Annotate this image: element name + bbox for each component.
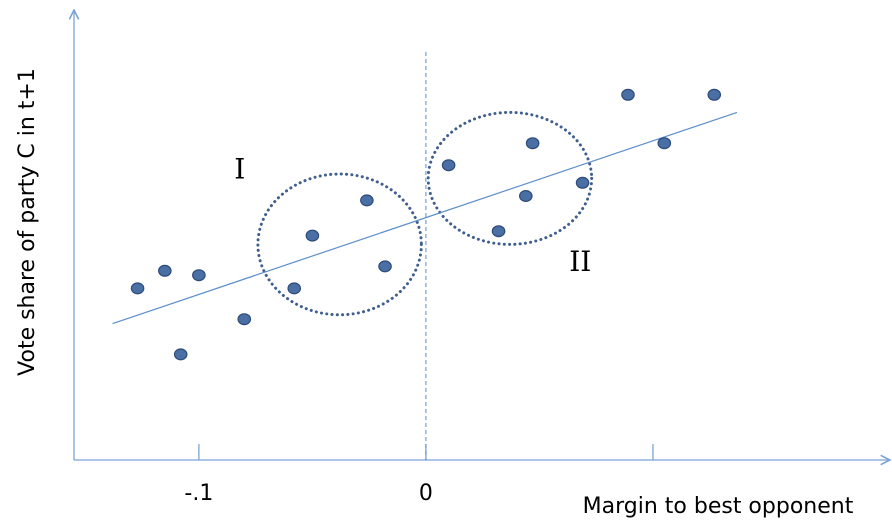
data-point-9 bbox=[378, 260, 392, 273]
y-axis-label: Vote share of party C in t+1 bbox=[15, 68, 40, 376]
x-tick-label-0: -.1 bbox=[184, 481, 213, 506]
data-point-17 bbox=[707, 88, 722, 101]
highlight-regions bbox=[256, 110, 594, 317]
data-point-13 bbox=[525, 137, 540, 150]
data-point-12 bbox=[519, 190, 533, 203]
axes bbox=[74, 10, 890, 460]
data-point-15 bbox=[621, 88, 635, 101]
region-ellipse-1 bbox=[256, 172, 423, 317]
data-point-14 bbox=[575, 176, 590, 189]
region-ellipse-2 bbox=[426, 110, 594, 246]
trend-line bbox=[112, 111, 738, 325]
data-point-5 bbox=[237, 313, 252, 326]
data-point-8 bbox=[360, 194, 374, 207]
data-points bbox=[130, 88, 722, 361]
data-point-11 bbox=[491, 225, 506, 238]
region-label-2: II bbox=[569, 245, 591, 278]
data-point-2 bbox=[158, 264, 172, 277]
x-tick-label-1: 0 bbox=[419, 481, 433, 506]
data-point-4 bbox=[192, 269, 206, 282]
x-axis-label: Margin to best opponent bbox=[583, 494, 854, 519]
region-label-1: I bbox=[234, 152, 245, 185]
data-point-1 bbox=[130, 282, 145, 295]
data-point-7 bbox=[305, 229, 320, 242]
data-point-10 bbox=[441, 159, 456, 172]
data-point-16 bbox=[657, 137, 672, 150]
data-point-3 bbox=[173, 348, 188, 361]
trend-line-layer bbox=[112, 111, 738, 325]
data-point-6 bbox=[287, 282, 302, 295]
